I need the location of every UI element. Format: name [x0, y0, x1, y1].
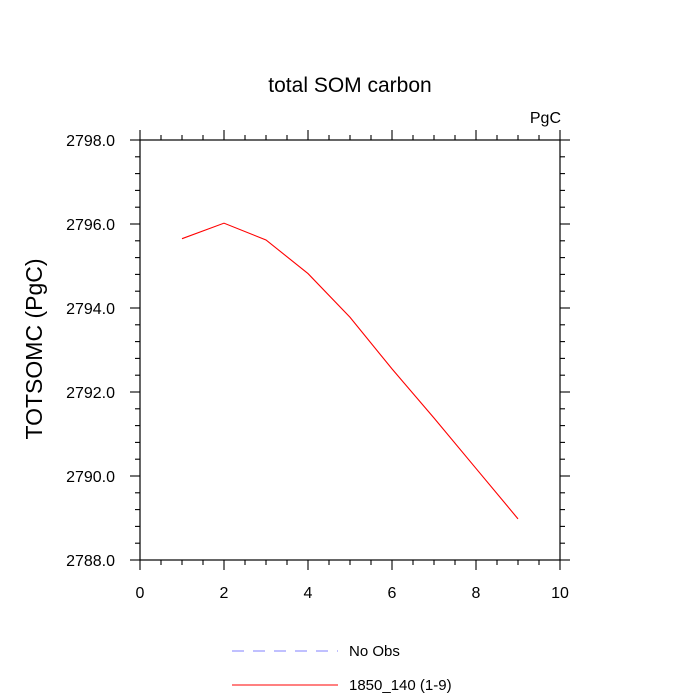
y-axis-label: TOTSOMC (PgC): [21, 258, 47, 439]
x-tick-label: 0: [136, 585, 145, 602]
x-tick-label: 4: [304, 585, 313, 602]
legend-label-0: No Obs: [349, 643, 400, 660]
y-tick-label: 2796.0: [66, 217, 115, 234]
series-lines: [181, 222, 519, 520]
plot-frame: [139, 139, 561, 561]
y-tick-label: 2788.0: [66, 553, 115, 570]
y-tick-label: 2792.0: [66, 385, 115, 402]
axis-ticks: [130, 130, 570, 570]
x-tick-label: 8: [472, 585, 481, 602]
legend: No Obs 1850_140 (1-9): [232, 643, 452, 694]
y-tick-label: 2798.0: [66, 133, 115, 150]
series-line-1: [181, 222, 519, 520]
legend-label-1: 1850_140 (1-9): [349, 677, 452, 694]
y-tick-label: 2794.0: [66, 301, 115, 318]
x-tick-label: 6: [388, 585, 397, 602]
y-tick-label: 2790.0: [66, 469, 115, 486]
x-tick-label: 10: [551, 585, 569, 602]
x-tick-label: 2: [220, 585, 229, 602]
units-label: PgC: [530, 110, 561, 127]
chart-title: total SOM carbon: [268, 74, 431, 97]
tick-labels: 0 2 4 6 8 10 2788.0 2790.0 2792.0 2794.0 2796.0 279…: [66, 133, 569, 602]
